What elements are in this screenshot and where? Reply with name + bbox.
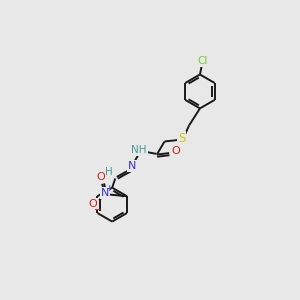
Text: S: S [178, 132, 185, 145]
Text: +: + [105, 184, 113, 193]
Text: O: O [88, 199, 97, 209]
Text: H: H [105, 167, 113, 177]
Text: O: O [96, 172, 105, 182]
Text: Cl: Cl [198, 56, 208, 66]
Text: N: N [101, 188, 110, 198]
Text: N: N [128, 161, 136, 171]
Text: −: − [94, 205, 102, 215]
Text: O: O [171, 146, 180, 157]
Text: NH: NH [131, 145, 147, 155]
